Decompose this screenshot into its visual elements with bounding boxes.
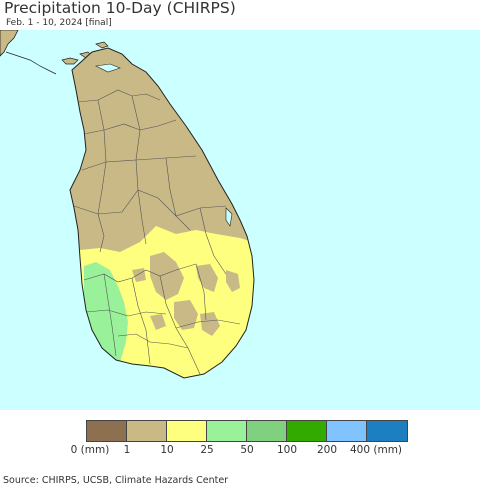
map-title: Precipitation 10-Day (CHIRPS)	[4, 0, 236, 17]
india-coast	[0, 30, 19, 57]
source-credit: Source: CHIRPS, UCSB, Climate Hazards Ce…	[3, 475, 229, 486]
legend-color-bar	[86, 420, 408, 442]
zone-10-25mm	[80, 226, 254, 378]
legend-swatch-1	[127, 421, 167, 441]
legend-swatch-5	[287, 421, 327, 441]
legend-swatch-2	[167, 421, 207, 441]
district-boundaries	[73, 89, 241, 375]
lagoon-north	[95, 63, 121, 73]
map-panel	[0, 30, 480, 410]
zone-dry-inland	[132, 252, 240, 336]
legend-label-4: 50	[240, 444, 254, 456]
legend-label-5: 100	[276, 444, 298, 456]
legend-label-0: 0 (mm)	[70, 444, 110, 456]
legend-label-1: 1	[123, 444, 131, 456]
jaffna-islands	[61, 41, 109, 65]
legend-swatch-3	[207, 421, 247, 441]
legend-label-3: 25	[200, 444, 214, 456]
legend-swatch-7	[367, 421, 407, 441]
legend-label-7: 400 (mm)	[349, 444, 403, 456]
precipitation-map	[0, 30, 480, 410]
legend-label-6: 200	[316, 444, 338, 456]
map-subtitle: Feb. 1 - 10, 2024 [final]	[6, 18, 112, 28]
legend-label-2: 10	[160, 444, 174, 456]
legend-swatch-4	[247, 421, 287, 441]
lagoon-east	[225, 207, 233, 227]
coastline	[69, 47, 255, 379]
legend: 0 (mm) 1 10 25 50 100 200 400 (mm)	[0, 418, 480, 458]
legend-swatch-0	[87, 421, 127, 441]
legend-swatch-6	[327, 421, 367, 441]
adams-bridge	[5, 51, 57, 75]
